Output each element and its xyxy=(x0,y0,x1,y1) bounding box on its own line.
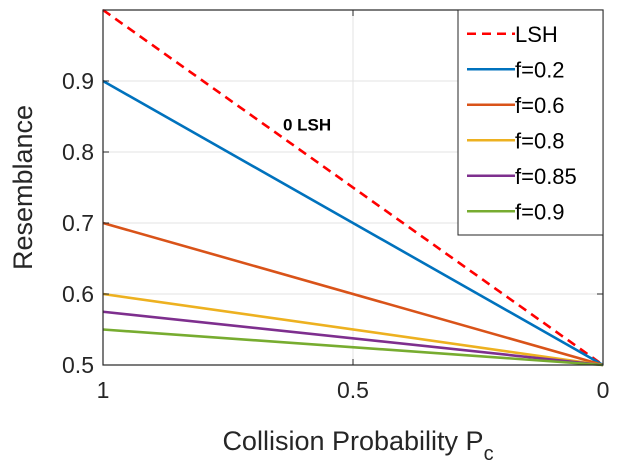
series-line-f-0-8 xyxy=(102,292,604,367)
legend-label: f=0.85 xyxy=(515,164,577,189)
y-tick-label: 0.8 xyxy=(62,139,94,165)
y-tick-label: 0.9 xyxy=(62,68,94,94)
y-tick-label: 0.6 xyxy=(62,281,94,307)
x-axis-label-subscript: c xyxy=(484,443,494,465)
series-line-f-0-2 xyxy=(102,79,604,367)
y-axis-label: Resemblance xyxy=(8,105,38,270)
x-axis-label-main: Collision Probability P xyxy=(222,426,483,456)
series-lines xyxy=(102,8,604,367)
x-tick-label: 0.5 xyxy=(337,377,369,403)
x-axis-label: Collision Probability Pc xyxy=(222,426,493,465)
series-line-f-0-9 xyxy=(102,328,604,367)
x-tick-label: 0 xyxy=(597,377,610,403)
legend-label: LSH xyxy=(515,22,558,47)
legend-label: f=0.9 xyxy=(515,199,565,224)
annotation-label: 0 LSH xyxy=(283,116,331,135)
y-tick-label: 0.7 xyxy=(62,210,94,236)
series-line-f-0-6 xyxy=(102,221,604,367)
axis-ticks: 1 0.5 00.50.60.70.80.9 xyxy=(62,10,609,403)
legend-label: f=0.6 xyxy=(515,93,565,118)
legend-box xyxy=(457,9,604,236)
y-tick-label: 0.5 xyxy=(62,352,94,378)
legend-label: f=0.2 xyxy=(515,57,565,82)
series-line-f-0-85 xyxy=(102,310,604,367)
legend: LSH f=0.2 f=0.6 f=0.8 f=0.85 f=0.9 xyxy=(457,9,604,236)
legend-label: f=0.8 xyxy=(515,128,565,153)
x-tick-label: 1 xyxy=(97,377,110,403)
series-line-lsh xyxy=(102,8,604,367)
